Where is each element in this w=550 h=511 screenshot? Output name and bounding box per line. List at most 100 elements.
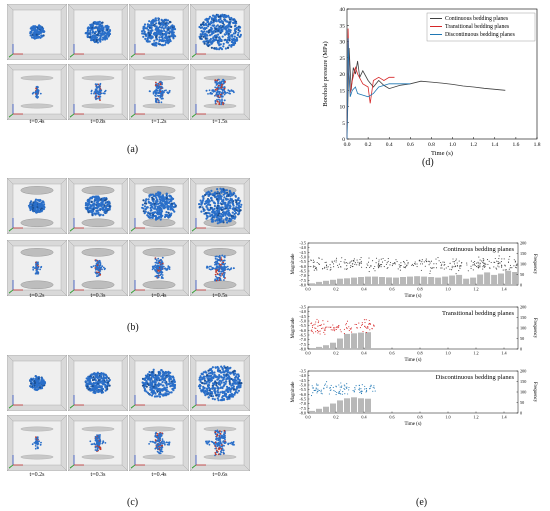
event-point — [330, 384, 332, 386]
event-point — [394, 263, 396, 265]
event-point — [350, 327, 353, 329]
event-point — [310, 323, 312, 325]
event-point — [440, 261, 442, 264]
x-tick-label: 0.0 — [305, 415, 310, 420]
simulation-snapshot — [7, 355, 67, 411]
event-point — [344, 268, 346, 270]
y2-tick-label: 150 — [520, 379, 526, 384]
event-point — [361, 384, 363, 386]
simulation-snapshot — [7, 415, 67, 471]
event-point — [318, 331, 320, 333]
event-point — [326, 386, 328, 389]
box-edge — [60, 227, 67, 234]
event-point — [435, 258, 437, 260]
event-point — [327, 266, 329, 268]
x-axis-label: Time (s) — [405, 358, 422, 363]
event-point — [354, 323, 356, 325]
event-point — [472, 269, 474, 271]
box-edge — [121, 240, 128, 247]
event-point — [476, 262, 478, 264]
event-point — [326, 268, 328, 270]
simulation-snapshot — [68, 355, 128, 411]
event-point — [338, 392, 340, 394]
x-tick-label: 0.2 — [333, 351, 338, 356]
y-tick-label: -7.5 — [299, 278, 306, 283]
x-tick-label: 0.2 — [333, 287, 338, 292]
legend-label-1: Transitional bedding planes — [445, 24, 510, 30]
loading-plate — [142, 280, 176, 289]
event-point — [310, 259, 312, 261]
event-point — [454, 266, 457, 268]
event-point — [332, 329, 334, 331]
event-point — [420, 263, 422, 265]
axis-y — [191, 53, 197, 58]
box-edge — [182, 464, 189, 471]
event-point — [392, 263, 394, 265]
event-point — [429, 262, 431, 264]
event-point — [323, 331, 325, 333]
event-point — [374, 390, 376, 392]
frequency-bar — [491, 274, 498, 285]
event-point — [428, 264, 430, 266]
event-point — [486, 259, 489, 261]
event-point — [399, 269, 401, 271]
event-point — [337, 266, 339, 268]
event-point — [311, 329, 313, 331]
event-point — [495, 267, 497, 269]
box-edge — [190, 64, 197, 71]
bedding-plane — [20, 75, 54, 81]
event-point — [484, 264, 486, 266]
chart-title: Transitional bedding planes — [442, 310, 514, 317]
particle-cluster — [31, 436, 42, 450]
box-edge — [7, 355, 14, 362]
event-point — [345, 386, 347, 389]
frequency-bar — [330, 403, 336, 413]
event-point — [412, 265, 415, 267]
y2-axis-label: Frequency — [532, 382, 537, 403]
frequency-bar — [484, 272, 491, 285]
box-edge — [7, 178, 14, 185]
event-point — [319, 330, 321, 332]
event-point — [350, 265, 352, 267]
bedding-plane — [142, 426, 176, 432]
box-edge — [121, 355, 128, 362]
event-point — [338, 263, 340, 265]
box-edge — [7, 4, 14, 11]
time-label-a2: t=0.8s — [90, 119, 106, 125]
event-point — [347, 262, 349, 264]
frequency-bar — [337, 278, 343, 285]
box-edge — [182, 289, 189, 296]
event-point — [344, 259, 346, 261]
box-edge — [60, 64, 67, 71]
event-point — [441, 267, 443, 269]
y-tick-label: -7.0 — [299, 401, 306, 406]
box-edge — [182, 404, 189, 411]
box-edge — [243, 404, 250, 411]
chart-title: Discontinuous bedding planes — [436, 374, 515, 381]
event-point — [466, 264, 468, 266]
event-point — [330, 326, 332, 328]
event-point — [426, 261, 428, 263]
event-point — [335, 259, 337, 261]
box-edge — [243, 227, 250, 234]
y-tick-label: -6.0 — [299, 392, 306, 397]
event-point — [323, 388, 325, 390]
box-edge — [68, 178, 75, 185]
event-point — [352, 260, 354, 262]
axis-y — [8, 464, 14, 469]
event-point — [487, 263, 489, 265]
event-point — [331, 261, 333, 263]
event-point — [316, 384, 318, 386]
event-point — [315, 387, 317, 389]
event-point — [443, 261, 445, 263]
simulation-snapshot — [68, 178, 128, 234]
y-axis-label: Magnitude — [291, 318, 296, 339]
event-point — [404, 267, 406, 269]
event-point — [366, 327, 368, 329]
y-tick-label: -8.0 — [299, 347, 306, 352]
event-point — [466, 262, 468, 264]
box-edge — [243, 4, 250, 11]
frequency-bar — [456, 274, 463, 285]
event-point — [482, 268, 484, 270]
event-point — [366, 263, 368, 265]
